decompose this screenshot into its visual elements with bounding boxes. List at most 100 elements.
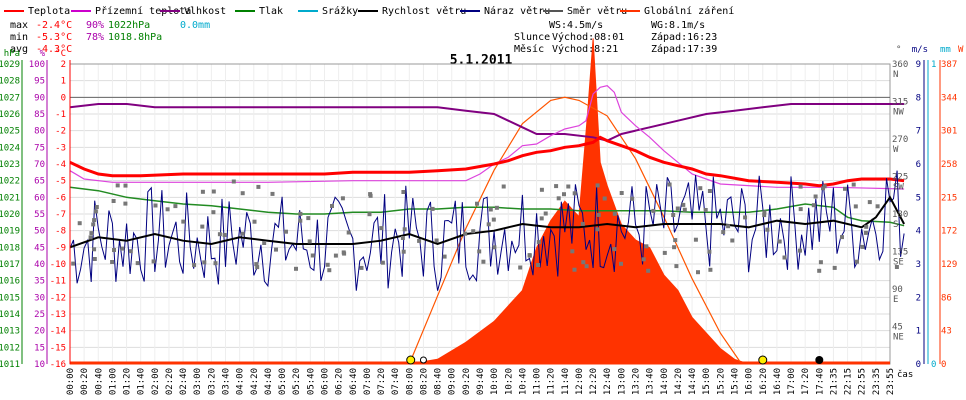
- wind-dir-point: [894, 265, 899, 269]
- wind-tick-label: 2: [916, 293, 921, 303]
- wind-dir-point: [135, 261, 140, 266]
- radiation-tick-label: 43: [941, 327, 952, 337]
- x-tick-label: 16:20: [759, 368, 769, 395]
- dir-label: NE: [893, 333, 904, 343]
- y-tick-label: 1024: [0, 143, 20, 153]
- wind-dir-point: [817, 268, 822, 273]
- x-tick-label: 07:20: [377, 368, 387, 395]
- y-tick-label: -6: [55, 193, 66, 203]
- legend-label: Globální záření: [644, 5, 734, 17]
- wind-dir-point: [192, 263, 197, 268]
- legend-item: Vlhkost: [160, 6, 226, 17]
- stat-min-hum: 78%: [86, 32, 104, 43]
- y-tick-label: 0: [61, 93, 66, 103]
- x-tick-label: 09:20: [462, 368, 472, 395]
- wind-dir-point: [400, 236, 405, 240]
- wind-dir-point: [92, 247, 97, 252]
- wind-dir-point: [477, 249, 482, 254]
- radiation-tick-label: 86: [941, 293, 952, 303]
- wind-dir-point: [863, 230, 868, 235]
- radiation-tick-label: 387: [941, 60, 957, 70]
- stat-max-label: max: [10, 20, 28, 31]
- wind-dir-point: [777, 239, 782, 244]
- stats-panel: max -2.4°C 90% 1022hPa 0.0mm min -5.3°C …: [10, 20, 210, 55]
- y-tick-label: -11: [50, 277, 66, 287]
- wind-dir-point: [240, 191, 245, 196]
- x-tick-label: 12:20: [589, 368, 599, 395]
- wind-dir-point: [92, 218, 97, 223]
- wind-dir-point: [832, 265, 837, 270]
- info-sun-label: Slunce: [514, 32, 550, 43]
- wind-dir-point: [442, 254, 447, 259]
- wind-dir-point: [813, 194, 818, 199]
- wind-dir-point: [595, 183, 600, 188]
- y-tick-label: 100: [29, 60, 45, 70]
- wind-dir-point: [92, 257, 97, 261]
- wind-dir-point: [572, 267, 577, 272]
- radiation-tick-label: 0: [941, 360, 946, 370]
- legend-item: Globální záření: [620, 5, 734, 17]
- dir-tick-label: 315: [892, 98, 908, 108]
- legend-item: Tlak: [235, 6, 283, 17]
- x-tick-label: 10:20: [504, 368, 514, 395]
- y-tick-label: -1: [55, 110, 66, 120]
- x-tick-label: 10:40: [518, 368, 528, 395]
- wind-dir-point: [202, 260, 207, 265]
- x-tick-label: 06:00: [320, 368, 330, 395]
- wind-dir-point: [864, 224, 869, 229]
- x-tick-label: 03:40: [222, 368, 232, 395]
- wind-tick-label: 8: [916, 93, 921, 103]
- wind-dir-point: [120, 246, 125, 251]
- wind-dir-point: [644, 244, 649, 249]
- dir-tick-label: 225: [892, 173, 908, 183]
- wind-dir-point: [721, 230, 726, 235]
- radiation-tick-label: 344: [941, 93, 957, 103]
- wind-dir-point: [200, 224, 205, 229]
- x-tick-label: 13:00: [617, 368, 627, 395]
- axis-unit: °: [896, 45, 901, 55]
- y-tick-label: 1019: [0, 227, 20, 237]
- y-tick-label: 1025: [0, 127, 20, 137]
- info-moon-label: Měsíc: [514, 43, 544, 55]
- info-sun-set: Západ:16:23: [651, 31, 717, 43]
- wind-dir-point: [698, 186, 703, 191]
- y-tick-label: -4: [55, 160, 66, 170]
- x-tick-label: 00:00: [66, 368, 76, 395]
- rain-tick-label: 1: [931, 60, 936, 70]
- legend-label: Vlhkost: [184, 6, 226, 17]
- dir-label: NW: [893, 108, 904, 118]
- wind-dir-point: [671, 213, 676, 217]
- axis-unit: %: [40, 49, 46, 59]
- y-tick-label: 1012: [0, 343, 20, 353]
- y-tick-label: 1015: [0, 293, 20, 303]
- x-tick-label: 03:20: [207, 368, 217, 395]
- legend-label: Směr větru: [567, 5, 627, 17]
- y-tick-label: -13: [50, 310, 66, 320]
- wind-dir-point: [580, 221, 585, 226]
- wind-dir-point: [619, 191, 624, 195]
- y-tick-label: -15: [50, 343, 66, 353]
- x-tick-label: 05:00: [278, 368, 288, 395]
- wind-dir-point: [307, 239, 312, 244]
- wind-dir-point: [211, 189, 216, 194]
- wind-dir-point: [743, 215, 748, 220]
- info-sun-rise: Východ:08:01: [552, 31, 624, 43]
- x-tick-label: 07:00: [363, 368, 373, 395]
- x-tick-label: 01:20: [123, 368, 133, 395]
- radiation-tick-label: 258: [941, 160, 957, 170]
- x-tick-label: 23:35: [872, 368, 882, 395]
- wind-dir-point: [703, 208, 708, 212]
- wind-dir-point: [818, 260, 823, 265]
- legend-label: Teplota: [28, 6, 70, 17]
- x-tick-label: 11:20: [547, 368, 557, 395]
- legend-item: Přízemní teplota: [71, 5, 191, 17]
- wind-dir-point: [726, 224, 731, 229]
- wind-dir-point: [570, 249, 575, 254]
- legend-label: Přízemní teplota: [95, 5, 191, 17]
- wind-dir-point: [707, 249, 712, 254]
- wind-dir-point: [662, 250, 667, 255]
- wind-dir-point: [855, 259, 859, 264]
- legend-label: Tlak: [259, 6, 283, 17]
- y-tick-label: 70: [34, 160, 45, 170]
- y-tick-label: -8: [55, 227, 66, 237]
